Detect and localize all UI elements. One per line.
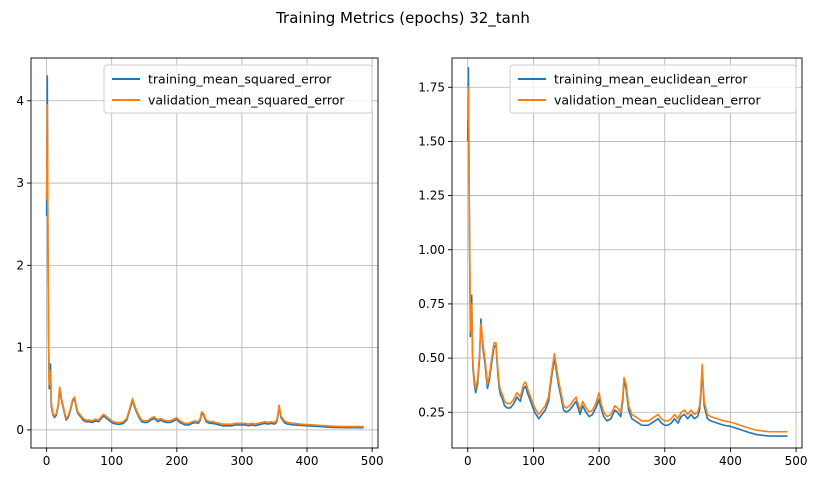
y-tick-label: 0.75 [418,297,445,311]
legend-box [509,64,797,114]
y-tick-label: 4 [16,94,24,108]
y-tick-label: 0.50 [418,351,445,365]
axes-frame [451,57,803,449]
y-tick-label: 1 [16,341,24,355]
x-tick-label: 200 [588,454,611,468]
y-tick-label: 3 [16,176,24,190]
legend: training_mean_euclidean_error validation_… [509,64,797,114]
x-tick-label: 400 [719,454,742,468]
legend-label: validation_mean_euclidean_error [554,93,762,108]
x-tick-label: 200 [165,454,188,468]
y-tick-label: 0 [16,423,24,437]
y-tick-label: 0.25 [418,405,445,419]
legend-box [103,64,373,114]
x-tick-label: 500 [785,454,808,468]
x-tick-label: 100 [100,454,123,468]
plot-area [31,58,378,448]
x-tick-label: 300 [230,454,253,468]
y-tick-label: 2 [16,258,24,272]
legend-label: validation_mean_squared_error [148,93,345,108]
y-tick-label: 1.75 [418,80,445,94]
y-tick-label: 1.25 [418,189,445,203]
plot-area [452,58,802,448]
mse-chart: 0 100 200 300 400 500 0 1 2 3 4 training_mean_squar… [16,57,384,468]
x-tick-label: 100 [522,454,545,468]
axes-frame [30,57,379,449]
euclidean-error-chart: 0 100 200 300 400 500 0.25 0.50 0.75 1.00 1.25 1.50… [418,57,808,468]
series-line-training-mean-euclidean-error [466,66,788,437]
figure-title: Training Metrics (epochs) 32_tanh [275,9,530,28]
legend: training_mean_squared_error validation_me… [103,64,373,114]
series-line-validation-mean-squared-error [45,104,364,428]
x-tick-label: 400 [296,454,319,468]
series-line-training-mean-squared-error [45,75,364,429]
x-tick-label: 0 [43,454,51,468]
y-tick-label: 1.00 [418,243,445,257]
y-tick-label: 1.50 [418,134,445,148]
series-line-validation-mean-euclidean-error [466,86,788,433]
legend-label: training_mean_euclidean_error [554,72,748,87]
x-tick-label: 0 [464,454,472,468]
x-tick-label: 300 [653,454,676,468]
legend-label: training_mean_squared_error [148,72,332,87]
x-tick-label: 500 [361,454,384,468]
